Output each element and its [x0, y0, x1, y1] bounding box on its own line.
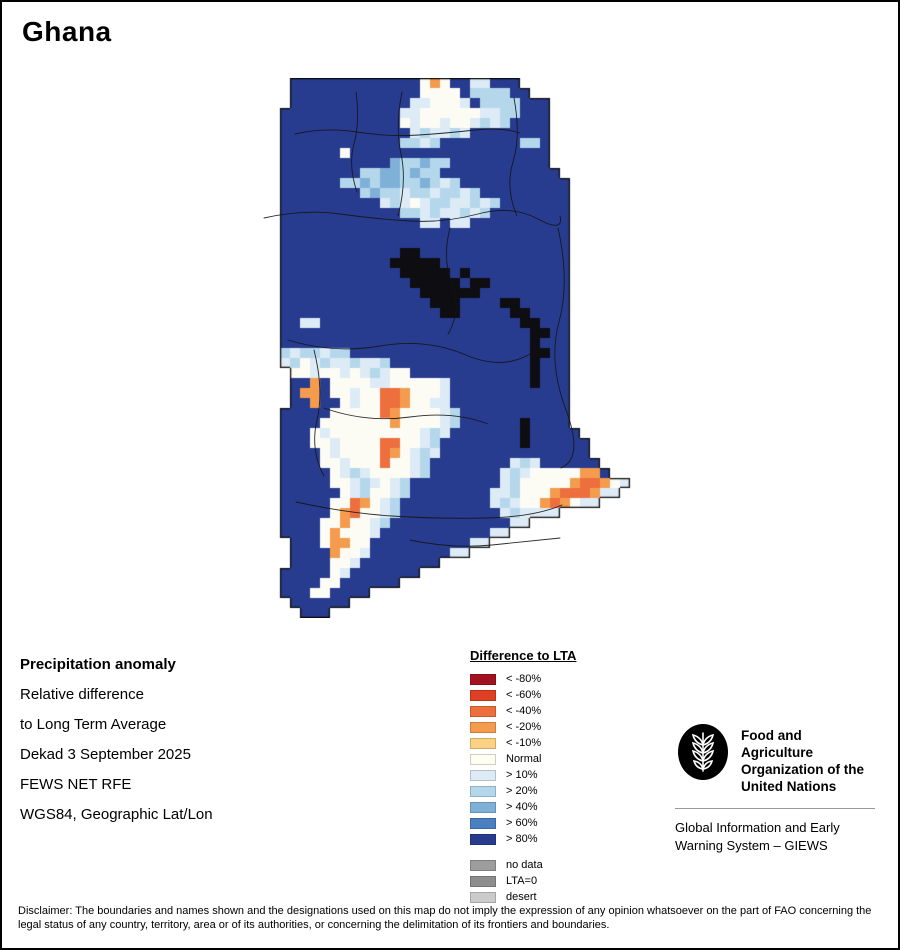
fao-name-line: Food and Agriculture — [741, 728, 814, 760]
legend-row: < -40% — [470, 703, 576, 719]
legend-row: < -60% — [470, 687, 576, 703]
info-line: Dekad 3 September 2025 — [20, 746, 191, 763]
legend-label: > 10% — [506, 769, 538, 781]
admin-boundaries-overlay — [263, 91, 575, 547]
legend-label: LTA=0 — [506, 875, 538, 887]
legend-row: < -10% — [470, 735, 576, 751]
legend-swatch — [470, 705, 496, 717]
info-line: Relative difference — [20, 686, 144, 703]
precipitation-raster — [260, 78, 640, 618]
legend-row: < -20% — [470, 719, 576, 735]
legend-row: > 40% — [470, 799, 576, 815]
legend-swatch — [470, 737, 496, 749]
ghana-precipitation-map — [260, 78, 640, 618]
legend-swatch — [470, 801, 496, 813]
legend-label: < -10% — [506, 737, 542, 749]
legend: Difference to LTA < -80% < -60% < -40% < -2… — [470, 648, 576, 905]
page-title: Ghana — [22, 16, 112, 47]
legend-title: Difference to LTA — [470, 648, 577, 663]
legend-swatch — [470, 859, 496, 871]
legend-items: < -80% < -60% < -40% < -20% < -10% Normal > 10… — [470, 671, 576, 847]
legend-label: Normal — [506, 753, 542, 765]
legend-label: > 60% — [506, 817, 538, 829]
legend-swatch — [470, 891, 496, 903]
fao-logo-icon — [678, 724, 728, 780]
info-line: FEWS NET RFE — [20, 776, 132, 793]
info-heading: Precipitation anomaly — [20, 656, 176, 673]
legend-label: > 80% — [506, 833, 538, 845]
legend-row: LTA=0 — [470, 873, 576, 889]
legend-swatch — [470, 875, 496, 887]
giews-line: Global Information and Early — [675, 820, 840, 835]
legend-label: < -20% — [506, 721, 542, 733]
legend-swatch — [470, 753, 496, 765]
legend-label: > 20% — [506, 785, 538, 797]
legend-swatch — [470, 769, 496, 781]
fao-name-line: United Nations — [741, 779, 837, 794]
disclaimer-text: Disclaimer: The boundaries and names sho… — [18, 905, 872, 931]
giews-label: Global Information and Early Warning Sys… — [675, 819, 875, 855]
legend-swatch — [470, 833, 496, 845]
divider — [675, 808, 875, 809]
legend-label: no data — [506, 859, 543, 871]
legend-row: > 80% — [470, 831, 576, 847]
map-info-block: Precipitation anomaly Relative differenc… — [20, 650, 213, 830]
legend-extra-items: no data LTA=0 desert — [470, 857, 576, 905]
giews-line: Warning System – GIEWS — [675, 838, 828, 853]
legend-row: > 20% — [470, 783, 576, 799]
fao-org-name: Food and Agriculture Organization of the… — [741, 722, 875, 795]
legend-row: < -80% — [470, 671, 576, 687]
fao-branding: Food and Agriculture Organization of the… — [675, 722, 875, 855]
legend-row: Normal — [470, 751, 576, 767]
legend-row: no data — [470, 857, 576, 873]
legend-label: < -40% — [506, 705, 542, 717]
info-line: WGS84, Geographic Lat/Lon — [20, 806, 213, 823]
legend-swatch — [470, 689, 496, 701]
legend-label: > 40% — [506, 801, 538, 813]
legend-label: desert — [506, 891, 537, 903]
legend-swatch — [470, 673, 496, 685]
legend-row: > 10% — [470, 767, 576, 783]
legend-label: < -80% — [506, 673, 542, 685]
legend-row: desert — [470, 889, 576, 905]
legend-swatch — [470, 785, 496, 797]
info-lines: Relative difference to Long Term Average D… — [20, 680, 213, 830]
fao-name-line: Organization of the — [741, 762, 864, 777]
legend-label: < -60% — [506, 689, 542, 701]
legend-swatch — [470, 721, 496, 733]
legend-swatch — [470, 817, 496, 829]
info-line: to Long Term Average — [20, 716, 167, 733]
legend-row: > 60% — [470, 815, 576, 831]
